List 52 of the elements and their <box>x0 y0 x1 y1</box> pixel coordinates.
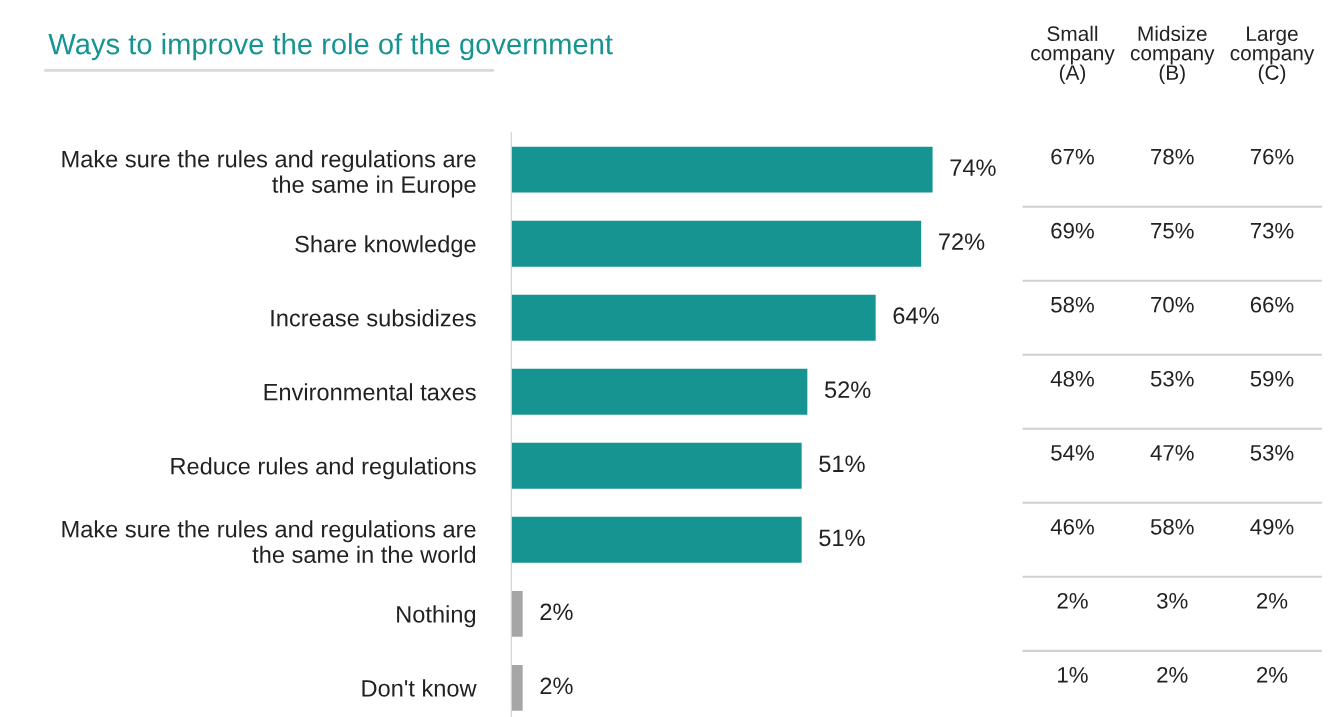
data-label: 2% <box>1257 592 1288 609</box>
bar <box>511 220 922 267</box>
data-label: 48% <box>1050 370 1094 387</box>
data-label: 52% <box>824 381 871 399</box>
data-label: 51% <box>819 455 865 473</box>
data-label: 54% <box>1051 445 1094 461</box>
data-label: 66% <box>1250 296 1294 313</box>
data-label: 2% <box>1057 592 1088 609</box>
data-label: 76% <box>1250 148 1294 165</box>
data-label: 58% <box>1150 518 1194 535</box>
y-tick-label: Environmental taxes <box>264 383 476 401</box>
y-tick-label: Nothing <box>397 605 476 628</box>
y-tick-label: Make sure the rules and regulations are the same in Europe <box>62 150 476 198</box>
data-label: 78% <box>1151 148 1194 165</box>
bar <box>511 368 808 415</box>
data-label: 2% <box>1157 667 1188 683</box>
data-label: 3% <box>1157 592 1188 609</box>
data-label: 53% <box>1250 444 1294 461</box>
data-label: 59% <box>1250 370 1294 387</box>
y-tick-label: Don't know <box>362 679 477 697</box>
data-label: 64% <box>893 307 939 325</box>
data-label: 51% <box>819 529 865 547</box>
data-label: 69% <box>1051 222 1094 239</box>
data-label: 53% <box>1150 370 1194 387</box>
y-tick-label: Increase subsidizes <box>271 309 476 327</box>
bar <box>511 146 933 193</box>
data-label: 75% <box>1151 222 1194 239</box>
data-label: 47% <box>1150 445 1194 461</box>
data-label: 2% <box>1257 667 1288 683</box>
data-label: 1% <box>1058 667 1088 683</box>
bar <box>511 516 802 563</box>
bar <box>511 664 523 711</box>
data-label: 49% <box>1250 518 1294 535</box>
data-label: 67% <box>1051 148 1094 165</box>
data-label: 2% <box>540 677 573 695</box>
y-tick-label: Reduce rules and regulations <box>171 457 476 480</box>
bar <box>511 294 876 341</box>
x-tick-label: Midsize company (B) <box>1130 25 1215 85</box>
data-label: 72% <box>939 233 985 250</box>
data-label: 74% <box>950 159 996 176</box>
y-tick-label: Share knowledge <box>295 235 476 258</box>
data-label: 46% <box>1050 518 1094 535</box>
x-tick-label: Large company (C) <box>1230 26 1315 85</box>
data-label: 73% <box>1250 222 1294 239</box>
data-label: 70% <box>1151 296 1194 313</box>
bar <box>511 590 523 637</box>
bar <box>511 442 802 489</box>
data-label: 58% <box>1051 296 1094 313</box>
chart-title: Ways to improve the role of the government <box>48 33 613 61</box>
data-label: 2% <box>540 603 573 621</box>
y-tick-label: Make sure the rules and regulations are the same in the world <box>62 520 476 564</box>
x-tick-label: Small company (A) <box>1031 25 1115 85</box>
